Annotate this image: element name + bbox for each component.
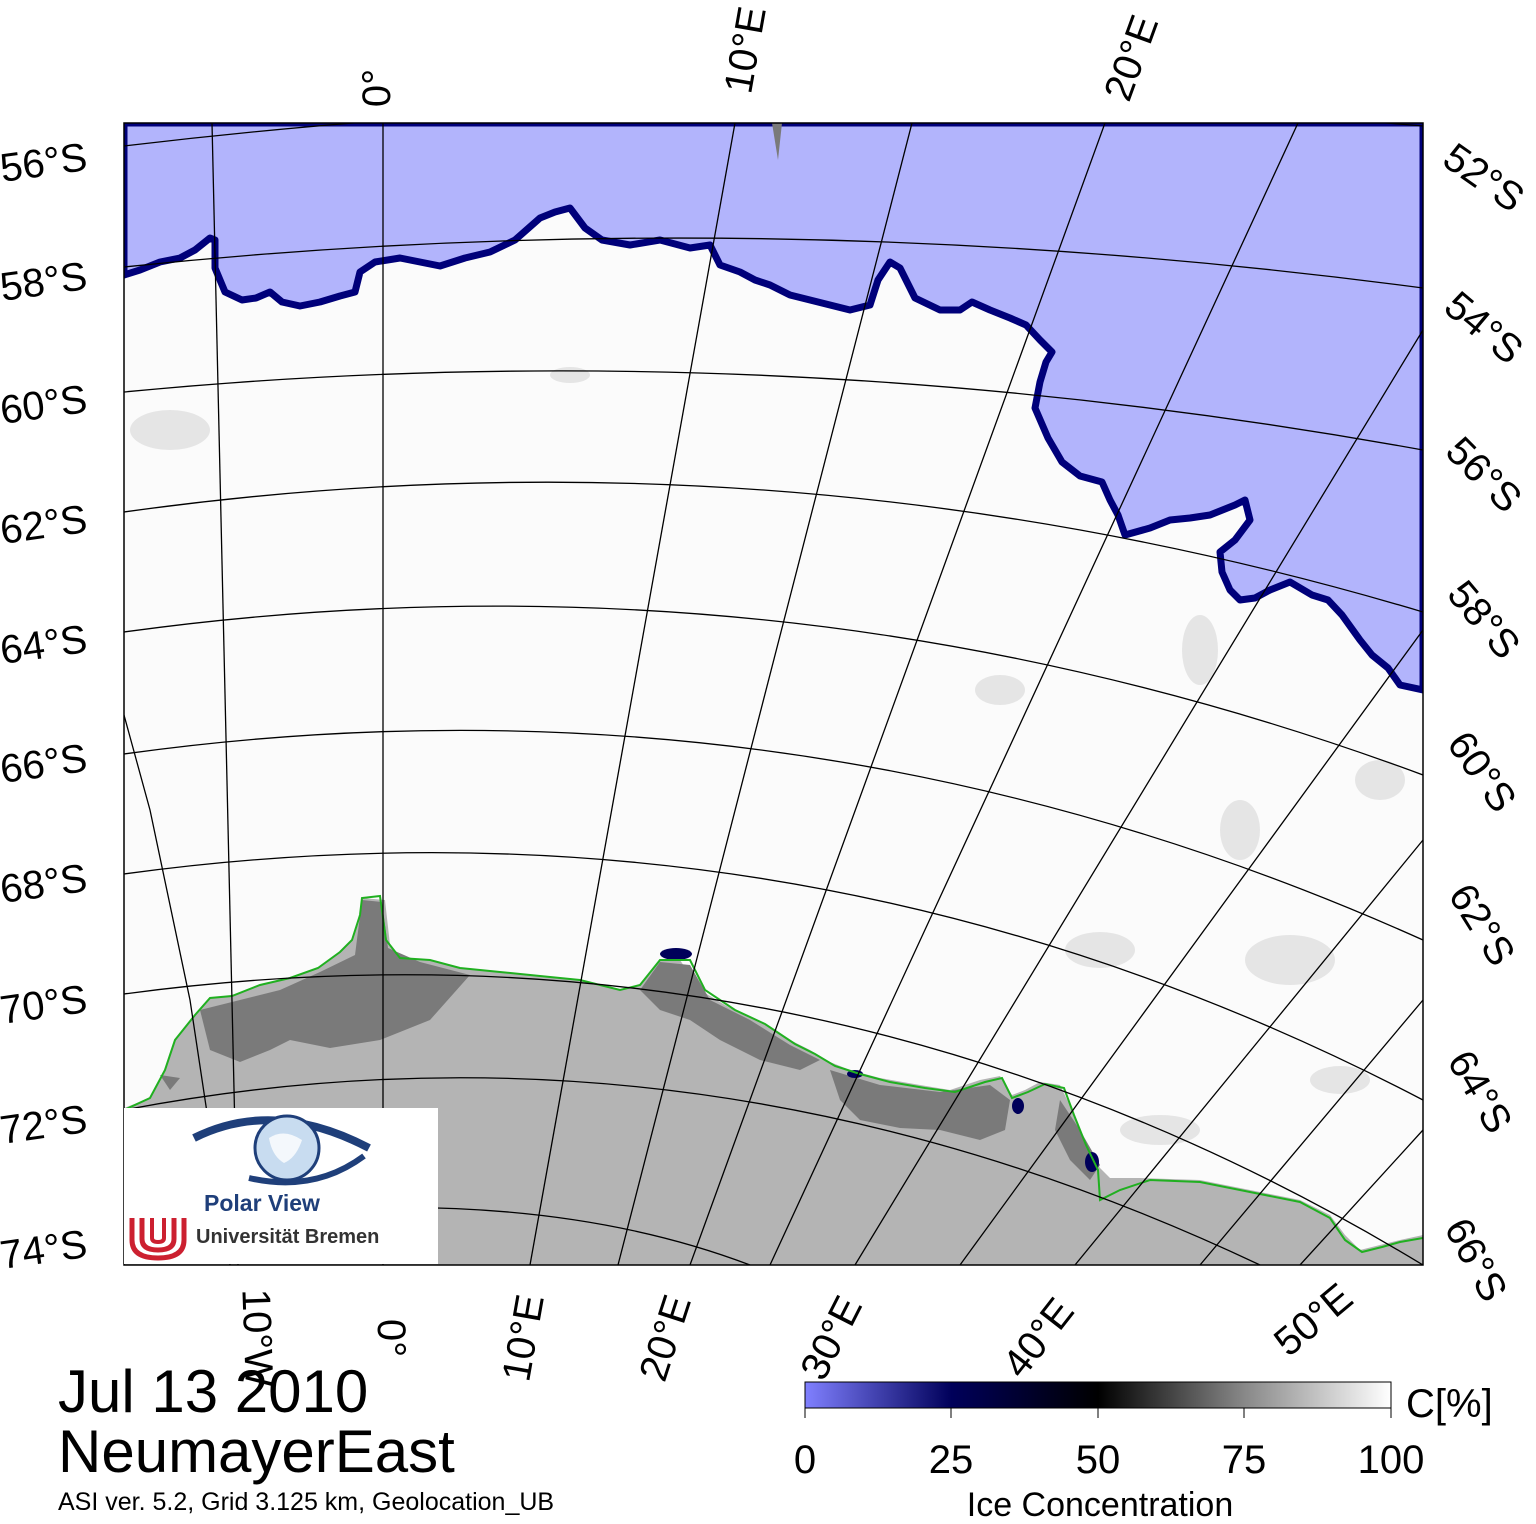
open-water-streak	[772, 123, 782, 160]
colorbar-tick-label: 50	[1075, 1438, 1121, 1482]
colorbar	[804, 1381, 1392, 1409]
colorbar-tick-label: 100	[1357, 1438, 1425, 1482]
colorbar-tick-label: 25	[928, 1438, 974, 1482]
polar-view-logo: Polar View Universität Bremen	[124, 1108, 438, 1264]
open-water-area	[124, 123, 1423, 694]
dark-ice-shelves	[160, 900, 1100, 1180]
map-region: NeumayerEast	[58, 1418, 455, 1485]
map-footnote: ASI ver. 5.2, Grid 3.125 km, Geolocation…	[58, 1488, 555, 1516]
coastline	[124, 894, 1423, 1254]
colorbar-tick-label: 75	[1221, 1438, 1267, 1482]
eye-globe-icon	[192, 1114, 371, 1186]
colorbar-ticks	[804, 1408, 1392, 1418]
colorbar-tick-label: 0	[793, 1438, 817, 1482]
bremen-u-icon	[129, 1218, 187, 1261]
logo-institution: Universität Bremen	[196, 1226, 380, 1248]
map-frame	[123, 122, 1424, 1266]
colorbar-unit: C[%]	[1406, 1382, 1493, 1426]
map-date: Jul 13 2010	[58, 1358, 369, 1425]
logo-title: Polar View	[204, 1190, 320, 1216]
lon-label-bottom: 0°	[369, 1318, 414, 1358]
colorbar-title: Ice Concentration	[966, 1486, 1234, 1524]
lon-label-top: 0°	[355, 68, 400, 108]
